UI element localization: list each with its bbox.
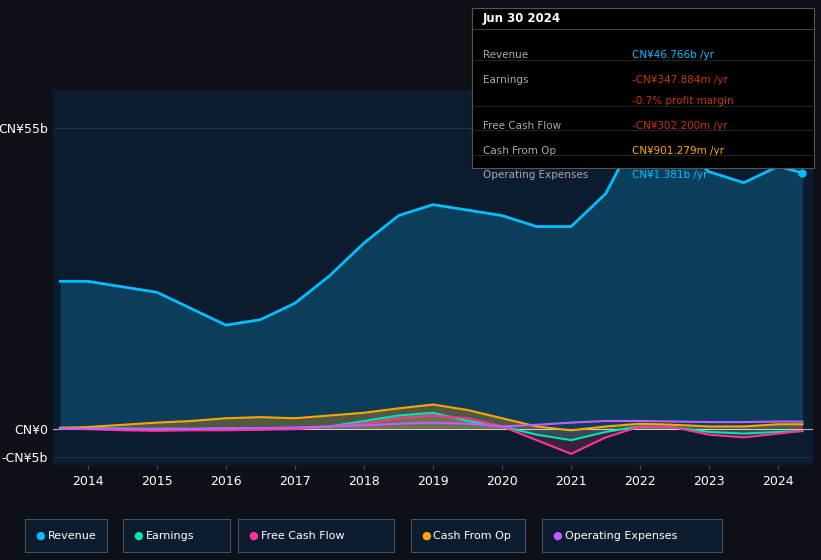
Text: Operating Expenses: Operating Expenses <box>565 531 677 541</box>
Text: CN¥46.766b /yr: CN¥46.766b /yr <box>632 50 714 60</box>
Text: Cash From Op: Cash From Op <box>483 146 556 156</box>
Text: Jun 30 2024: Jun 30 2024 <box>483 12 561 25</box>
Text: CN¥1.381b /yr: CN¥1.381b /yr <box>632 170 708 180</box>
Text: Operating Expenses: Operating Expenses <box>483 170 588 180</box>
Text: Free Cash Flow: Free Cash Flow <box>483 121 561 131</box>
Text: Free Cash Flow: Free Cash Flow <box>261 531 345 541</box>
Text: Cash From Op: Cash From Op <box>433 531 511 541</box>
Text: CN¥901.279m /yr: CN¥901.279m /yr <box>632 146 724 156</box>
Text: ●: ● <box>249 531 259 541</box>
Text: Revenue: Revenue <box>483 50 528 60</box>
Text: -CN¥347.884m /yr: -CN¥347.884m /yr <box>632 75 728 85</box>
Text: -CN¥302.200m /yr: -CN¥302.200m /yr <box>632 121 727 131</box>
Text: ●: ● <box>421 531 431 541</box>
Text: ●: ● <box>134 531 144 541</box>
Text: Revenue: Revenue <box>48 531 96 541</box>
Text: ●: ● <box>553 531 562 541</box>
Text: Earnings: Earnings <box>483 75 528 85</box>
Text: ●: ● <box>35 531 45 541</box>
Text: -0.7% profit margin: -0.7% profit margin <box>632 96 734 106</box>
Text: Earnings: Earnings <box>146 531 195 541</box>
